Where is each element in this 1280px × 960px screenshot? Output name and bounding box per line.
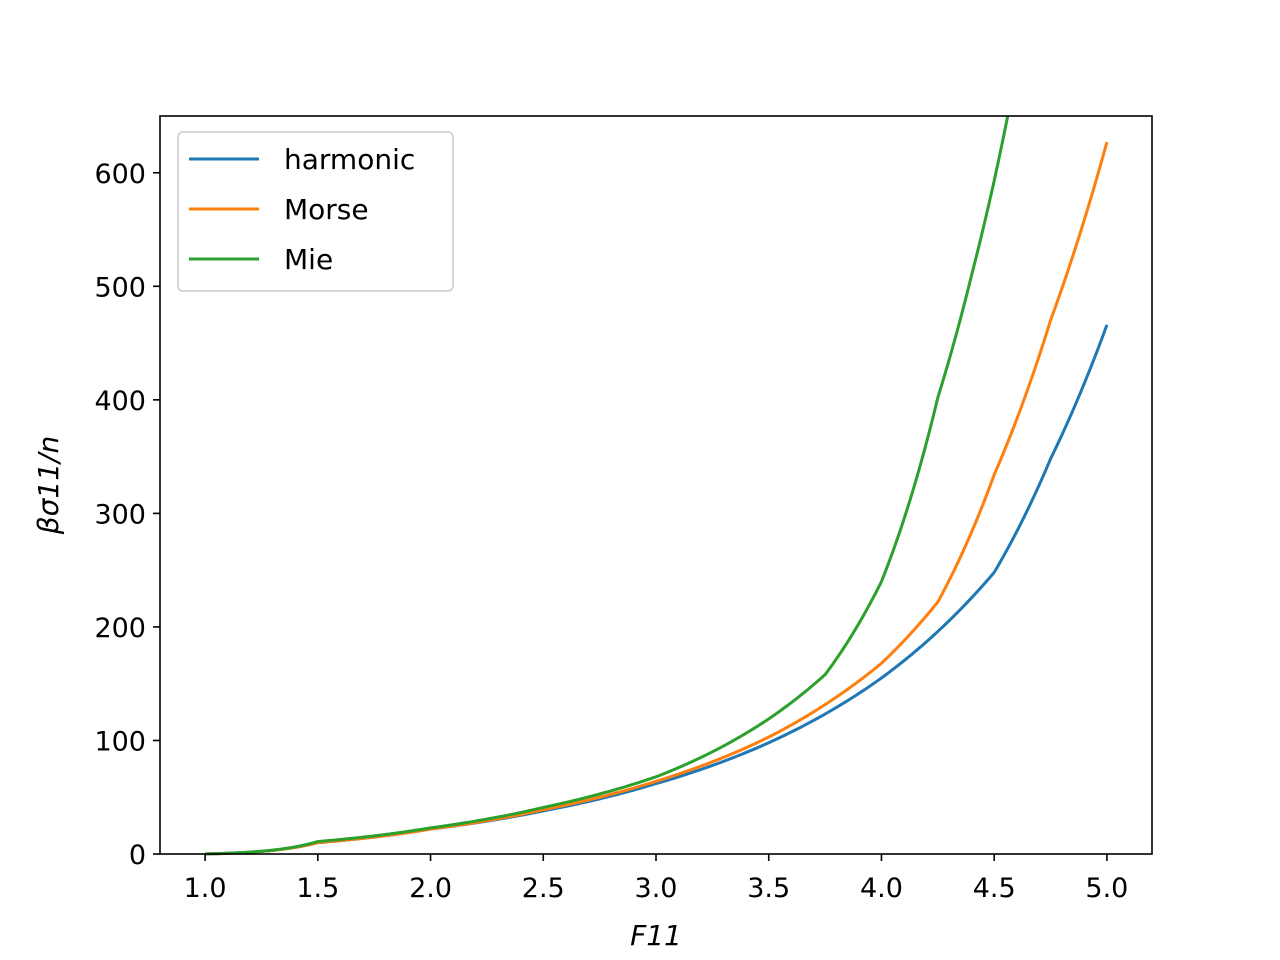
legend-box <box>177 131 454 292</box>
x-tick-label: 2.0 <box>409 873 452 904</box>
y-tick-label: 500 <box>94 272 146 303</box>
y-tick-label: 400 <box>94 386 146 417</box>
x-axis-label: F11 <box>630 919 682 952</box>
y-axis-label: βσ11/n <box>32 436 65 535</box>
y-axis-ticks: 0 100 200 300 400 500 600 <box>94 159 160 871</box>
x-axis-ticks: 1.0 1.5 2.0 2.5 3.0 3.5 4.0 4.5 5.0 <box>184 854 1128 904</box>
legend: harmonic Morse Mie <box>177 131 454 292</box>
x-tick-label: 4.5 <box>973 873 1016 904</box>
legend-label-morse: Morse <box>284 193 369 226</box>
x-tick-label: 3.5 <box>747 873 790 904</box>
x-tick-label: 2.5 <box>522 873 565 904</box>
legend-label-mie: Mie <box>284 243 333 276</box>
y-tick-label: 0 <box>129 840 146 871</box>
series-line-mie <box>205 115 1010 856</box>
x-tick-label: 1.0 <box>184 873 227 904</box>
x-tick-label: 1.5 <box>296 873 339 904</box>
legend-label-harmonic: harmonic <box>284 143 415 176</box>
y-tick-label: 100 <box>94 726 146 757</box>
x-tick-label: 3.0 <box>635 873 678 904</box>
x-tick-label: 5.0 <box>1085 873 1128 904</box>
y-tick-label: 600 <box>94 159 146 190</box>
y-tick-label: 300 <box>94 499 146 530</box>
plot-lines <box>205 115 1109 856</box>
y-tick-label: 200 <box>94 613 146 644</box>
x-tick-label: 4.0 <box>860 873 903 904</box>
